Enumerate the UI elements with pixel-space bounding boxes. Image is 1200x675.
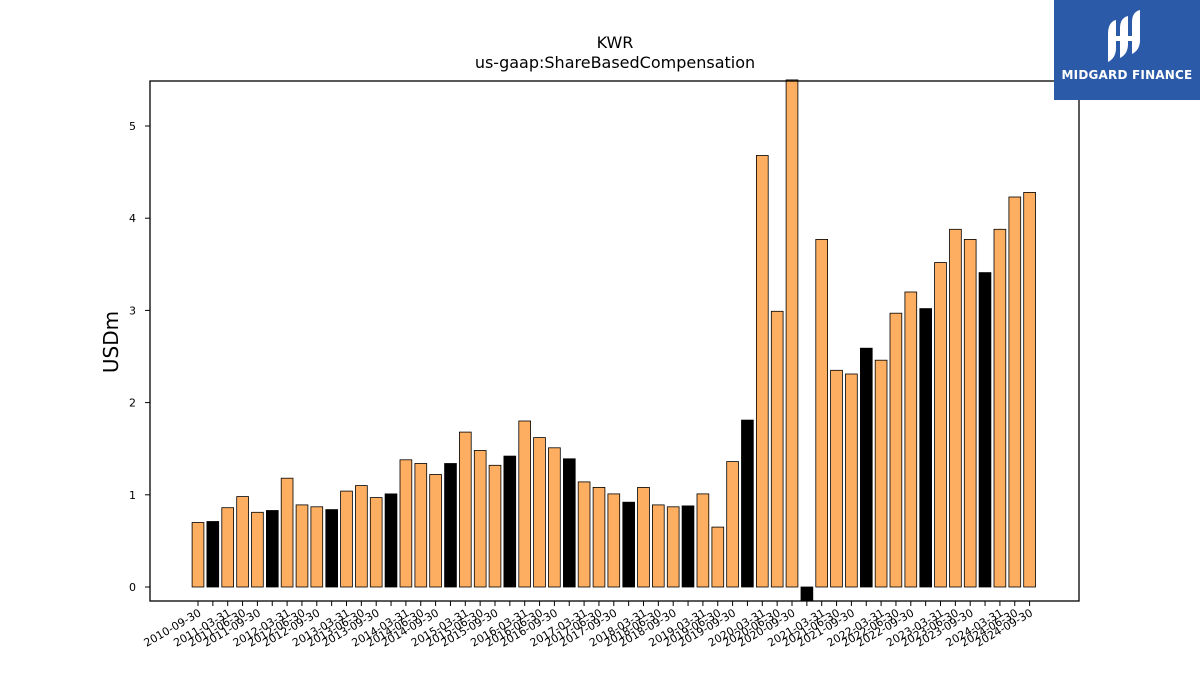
bar-2023-12-31 xyxy=(978,272,992,588)
bar-2016-12-31 xyxy=(563,458,576,588)
bar-2020-12-31 xyxy=(800,586,814,602)
bar-2017-12-31 xyxy=(622,501,635,588)
y-tick-label: 5 xyxy=(129,120,136,133)
bar-2013-03-31 xyxy=(340,490,353,588)
bar-2023-09-30 xyxy=(963,238,977,588)
bar-2016-06-30 xyxy=(533,437,546,588)
bar-2021-12-31 xyxy=(860,347,873,588)
bar-2012-03-31 xyxy=(280,477,294,588)
y-tick-label: 1 xyxy=(129,489,136,502)
bar-2013-09-30 xyxy=(369,497,383,588)
bar-2014-09-30 xyxy=(429,474,442,588)
y-axis-label: USDm xyxy=(99,311,123,373)
logo-text: MIDGARD FINANCE xyxy=(1061,68,1193,82)
midgard-finance-logo: MIDGARD FINANCE xyxy=(1054,0,1200,100)
bar-2023-03-31 xyxy=(934,262,947,588)
midgard-logo-icon xyxy=(1108,10,1140,62)
chart-subtitle: us-gaap:ShareBasedCompensation xyxy=(475,53,755,72)
bar-2012-06-30 xyxy=(295,504,309,588)
y-tick-label: 4 xyxy=(129,212,136,225)
bar-2015-09-30 xyxy=(488,464,502,588)
bar-2022-03-31 xyxy=(874,359,888,588)
y-tick-label: 3 xyxy=(129,304,136,317)
bar-2014-06-30 xyxy=(414,463,428,588)
bar-2018-09-30 xyxy=(666,506,680,588)
bar-2024-06-30 xyxy=(1008,196,1022,588)
bar-2022-09-30 xyxy=(904,291,918,588)
bar-2010-12-31 xyxy=(206,521,220,588)
bar-2020-06-30 xyxy=(770,310,784,588)
x-axis-ticks: 2010-09-302011-03-312011-06-302011-09-30… xyxy=(142,601,1035,650)
bar-2023-06-30 xyxy=(949,228,962,588)
bar-2017-06-30 xyxy=(592,486,606,588)
bar-2011-12-31 xyxy=(265,510,279,588)
y-axis-ticks: 0 1 2 3 4 5 xyxy=(129,120,150,594)
bar-2015-12-31 xyxy=(503,455,517,588)
y-tick-label: 2 xyxy=(129,397,136,410)
bar-2021-06-30 xyxy=(830,369,843,588)
bar-2013-06-30 xyxy=(355,485,368,588)
bar-2022-12-31 xyxy=(919,308,932,588)
bar-2020-03-31 xyxy=(756,155,769,588)
bar-2021-09-30 xyxy=(845,373,858,588)
bar-2011-09-30 xyxy=(251,511,264,588)
bar-2022-06-30 xyxy=(889,312,903,588)
chart-title: KWR xyxy=(597,33,634,52)
bar-2014-12-31 xyxy=(444,463,457,588)
bar-2018-12-31 xyxy=(681,505,695,588)
plot-frame xyxy=(149,80,1080,602)
bar-2014-03-31 xyxy=(399,459,413,588)
bar-2010-09-30 xyxy=(191,522,205,588)
bar-2011-06-30 xyxy=(236,496,249,588)
bar-2019-12-31 xyxy=(741,419,754,588)
bar-2018-06-30 xyxy=(652,504,665,588)
bar-2019-03-31 xyxy=(696,493,710,588)
bar-2024-09-30 xyxy=(1023,191,1036,588)
bar-2012-09-30 xyxy=(310,506,324,588)
bar-2019-06-30 xyxy=(711,526,725,588)
bar-2016-09-30 xyxy=(548,447,561,588)
bar-2018-03-31 xyxy=(637,486,650,588)
bar-2013-12-31 xyxy=(384,493,398,588)
bar-2024-03-31 xyxy=(993,228,1007,588)
bar-2015-06-30 xyxy=(473,450,487,588)
bar-2017-03-31 xyxy=(577,481,591,588)
bar-2016-03-31 xyxy=(518,420,531,588)
y-tick-label: 0 xyxy=(129,581,136,594)
bar-2012-12-31 xyxy=(325,509,338,588)
bar-2015-03-31 xyxy=(458,431,472,588)
bars-group xyxy=(191,79,1036,602)
bar-2019-09-30 xyxy=(726,461,739,588)
bar-2021-03-31 xyxy=(815,238,828,588)
bar-2020-09-30 xyxy=(785,79,799,588)
bar-2011-03-31 xyxy=(221,507,235,588)
bar-2017-09-30 xyxy=(607,493,621,588)
